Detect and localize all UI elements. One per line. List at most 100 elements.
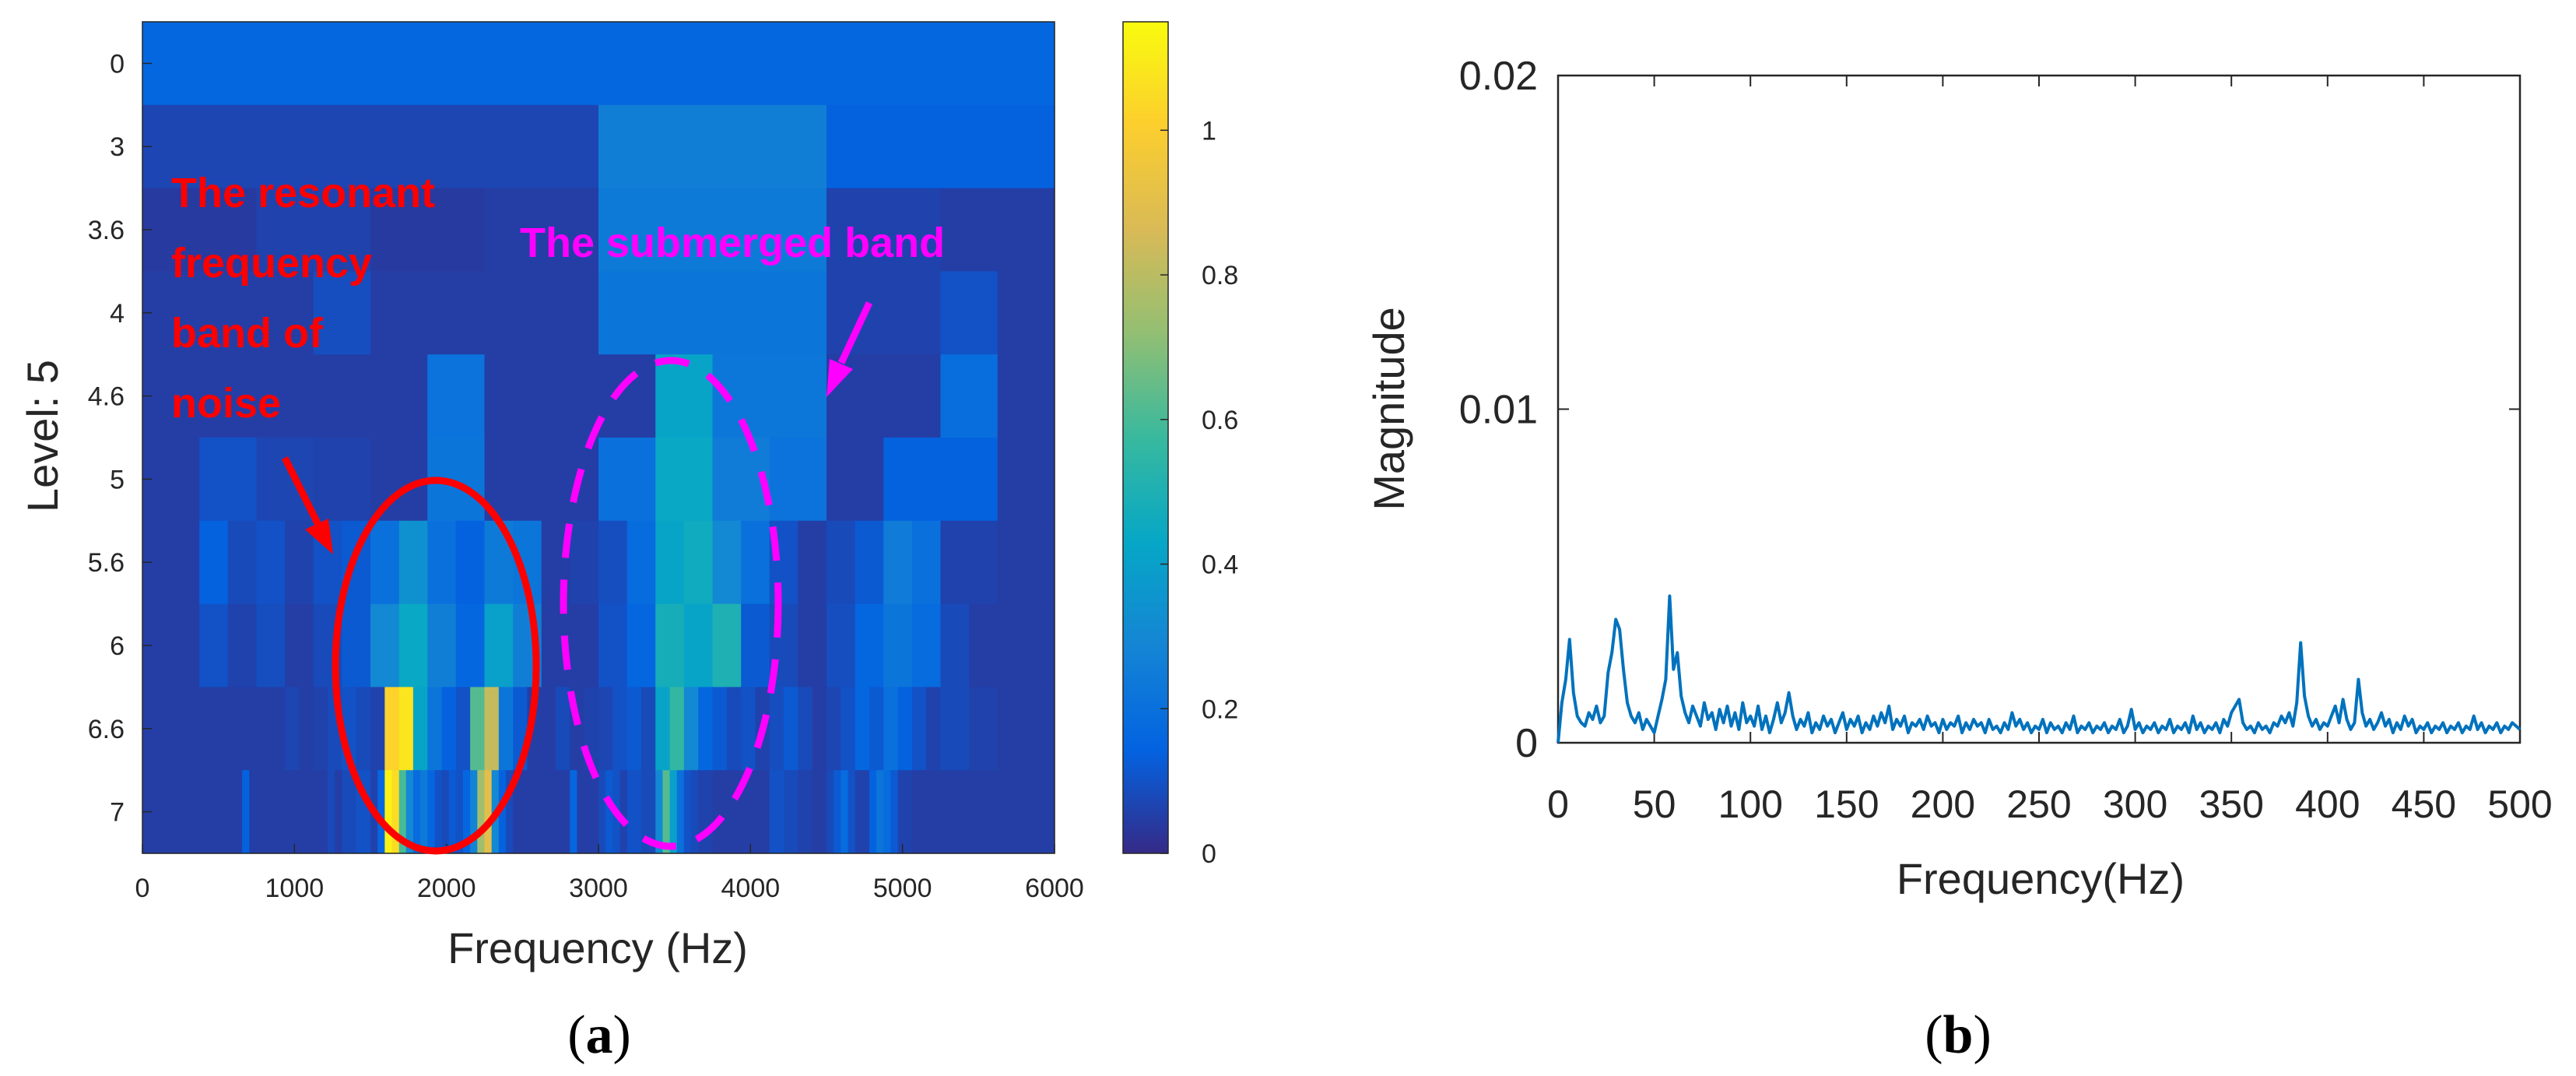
annotation-resonant-line-4: noise bbox=[171, 380, 281, 427]
heatmap-cell bbox=[826, 603, 856, 687]
heatmap-cell bbox=[997, 687, 1055, 771]
heatmap-cell bbox=[926, 687, 942, 771]
heatmap-y-axis: 0 3 3.6 4 4.6 5 5.6 6 6.6 7 bbox=[88, 49, 152, 828]
heatmap-cell bbox=[142, 271, 314, 355]
heatmap-cell bbox=[313, 271, 371, 355]
heatmap-cell bbox=[769, 770, 784, 854]
heatmap-cell bbox=[855, 770, 870, 854]
caption-b: (b) bbox=[1925, 1005, 1992, 1065]
heatmap-cell bbox=[328, 770, 335, 854]
heatmap-cell bbox=[598, 520, 628, 605]
spectrum-y-tick-label: 0.02 bbox=[1459, 54, 1538, 99]
spectrum-x-tick-label: 300 bbox=[2103, 782, 2167, 826]
colorbar-tick-label: 0.6 bbox=[1202, 406, 1238, 435]
heatmap-cell bbox=[227, 520, 258, 605]
heatmap-cell bbox=[683, 520, 714, 605]
heatmap-cell bbox=[812, 687, 827, 771]
heatmap-cell bbox=[841, 770, 849, 854]
heatmap-cell bbox=[441, 770, 450, 854]
heatmap-cell bbox=[455, 603, 486, 687]
spectrum-line bbox=[1556, 594, 2522, 744]
heatmap-cell bbox=[470, 687, 486, 771]
heatmap-cell bbox=[498, 687, 514, 771]
heatmap-cell bbox=[798, 770, 813, 854]
resonant-arrow-shaft bbox=[281, 455, 322, 527]
annotation-submerged-band: The submerged band bbox=[520, 220, 945, 850]
heatmap-y-tick-label: 6.6 bbox=[88, 715, 125, 744]
annotation-resonant-text: The resonant frequency band of noise bbox=[171, 170, 447, 427]
heatmap-cell bbox=[798, 687, 813, 771]
heatmap-cell bbox=[997, 438, 1055, 522]
heatmap-cell bbox=[142, 188, 258, 272]
heatmap-cell bbox=[427, 687, 443, 771]
colorbar-ticks: 0 0.2 0.4 0.6 0.8 1 bbox=[1160, 116, 1238, 869]
heatmap-cell bbox=[427, 520, 457, 605]
panel-b: 0 0.01 0.02 0 50 100 150 200 250 300 350 400 450 500… bbox=[1364, 54, 2553, 1065]
heatmap-x-label: Frequency (Hz) bbox=[447, 923, 748, 972]
heatmap-cell bbox=[655, 354, 714, 438]
heatmap-cell bbox=[626, 520, 656, 605]
heatmap-x-axis: 0 1000 2000 3000 4000 5000 6000 bbox=[135, 844, 1084, 903]
colorbar-tick-label: 0.8 bbox=[1202, 261, 1238, 290]
heatmap-cell bbox=[556, 687, 570, 771]
heatmap-cell bbox=[541, 603, 599, 687]
heatmap-cell bbox=[285, 687, 300, 771]
heatmap-cell bbox=[848, 770, 856, 854]
heatmap-cell bbox=[199, 438, 258, 522]
heatmap-y-tick-label: 3.6 bbox=[88, 216, 125, 245]
heatmap-cell bbox=[142, 770, 243, 854]
heatmap-cell bbox=[256, 520, 286, 605]
heatmap-cell bbox=[299, 687, 314, 771]
heatmap-cell bbox=[826, 104, 1055, 189]
heatmap-cell bbox=[940, 188, 1055, 272]
spectrum-y-tick-label: 0 bbox=[1515, 721, 1538, 766]
heatmap-cell bbox=[484, 188, 599, 272]
heatmap-x-tick-label: 6000 bbox=[1025, 874, 1084, 903]
heatmap-cell bbox=[142, 520, 200, 605]
spectrum-y-axis: 0 0.01 0.02 bbox=[1459, 54, 2520, 766]
heatmap-cell bbox=[506, 770, 514, 854]
heatmap-cell bbox=[313, 438, 371, 522]
heatmap-cell bbox=[342, 770, 357, 854]
heatmap-cell bbox=[142, 22, 1055, 106]
caption-a: (a) bbox=[567, 1005, 631, 1065]
spectrum-x-tick-label: 500 bbox=[2487, 782, 2552, 826]
heatmap-cell bbox=[619, 770, 628, 854]
heatmap-cell bbox=[940, 438, 998, 522]
spectrum-x-tick-label: 400 bbox=[2295, 782, 2360, 826]
spectrum-x-label: Frequency(Hz) bbox=[1897, 854, 2185, 903]
heatmap-cell bbox=[826, 770, 834, 854]
heatmap-cell bbox=[883, 687, 899, 771]
heatmap-cell bbox=[427, 770, 436, 854]
heatmap-cell bbox=[256, 438, 314, 522]
heatmap-cell bbox=[698, 687, 714, 771]
heatmap-cell bbox=[911, 520, 942, 605]
heatmap-y-tick-label: 7 bbox=[110, 798, 125, 828]
heatmap-y-tick-label: 3 bbox=[110, 132, 125, 162]
heatmap-cell bbox=[577, 770, 599, 854]
heatmap-cell bbox=[285, 603, 314, 687]
heatmap-cell bbox=[826, 188, 942, 272]
heatmap-cell bbox=[712, 603, 742, 687]
spectrum-y-label: Magnitude bbox=[1364, 307, 1413, 511]
heatmap-cells bbox=[142, 22, 1055, 854]
heatmap-cell bbox=[826, 520, 856, 605]
spectrum-x-tick-label: 250 bbox=[2006, 782, 2071, 826]
heatmap-cell bbox=[997, 271, 1055, 355]
heatmap-x-tick-label: 4000 bbox=[721, 874, 781, 903]
caption-b-letter: b bbox=[1943, 1005, 1974, 1065]
heatmap-cell bbox=[412, 770, 421, 854]
heatmap-cell bbox=[897, 770, 913, 854]
heatmap-cell bbox=[869, 687, 884, 771]
heatmap-cell bbox=[883, 770, 892, 854]
heatmap-cell bbox=[911, 770, 1055, 854]
spectrum-x-tick-label: 100 bbox=[1718, 782, 1782, 826]
heatmap-cell bbox=[784, 687, 798, 771]
heatmap-cell bbox=[441, 687, 457, 771]
heatmap-cell bbox=[455, 520, 486, 605]
heatmap-cell bbox=[834, 770, 841, 854]
heatmap-cell bbox=[741, 687, 756, 771]
heatmap-cell bbox=[883, 603, 913, 687]
heatmap-cell bbox=[640, 687, 656, 771]
